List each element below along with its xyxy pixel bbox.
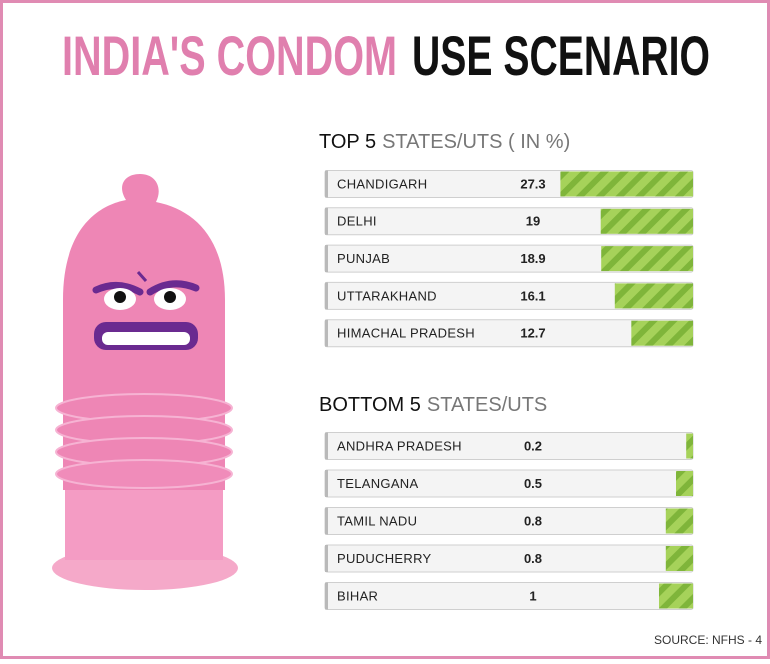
value-label: 27.3	[520, 176, 545, 191]
source: SOURCE: NFHS - 4	[654, 633, 762, 647]
value-label: 12.7	[520, 326, 545, 341]
value-label: 0.2	[524, 438, 542, 453]
row-shadow	[325, 507, 328, 535]
value-label: 0.8	[524, 551, 542, 566]
category-label: PUNJAB	[337, 251, 390, 266]
value-label: 0.8	[524, 513, 542, 528]
row-shadow	[325, 282, 328, 310]
row-shadow	[325, 170, 328, 198]
category-label: UTTARAKHAND	[337, 288, 437, 303]
category-label: HIMACHAL PRADESH	[337, 326, 475, 341]
section-title: BOTTOM 5 STATES/UTS	[319, 394, 547, 416]
category-label: BIHAR	[337, 588, 378, 603]
bar	[631, 320, 693, 346]
bar	[659, 583, 693, 609]
section-title-rest: STATES/UTS	[427, 394, 547, 416]
title: USE SCENARIO	[412, 24, 710, 87]
row-shadow	[325, 545, 328, 572]
bar	[560, 171, 693, 197]
bar	[665, 508, 693, 534]
value-label: 1	[529, 588, 536, 603]
section-title: TOP 5 STATES/UTS ( IN %)	[319, 131, 570, 153]
value-label: 0.5	[524, 476, 542, 491]
category-label: DELHI	[337, 214, 377, 229]
bar	[676, 471, 693, 496]
section-title-bold: TOP 5	[319, 131, 376, 153]
category-label: ANDHRA PRADESH	[337, 438, 462, 453]
row-background	[324, 582, 694, 610]
row-shadow	[325, 207, 328, 235]
bar	[686, 433, 693, 459]
mascot	[52, 174, 238, 590]
bar	[600, 208, 693, 234]
category-label: PUDUCHERRY	[337, 551, 432, 566]
category-label: CHANDIGARH	[337, 176, 427, 191]
bar	[614, 283, 693, 309]
row-shadow	[325, 432, 328, 460]
row-shadow	[325, 319, 328, 347]
value-label: 19	[526, 214, 540, 229]
value-label: 16.1	[520, 288, 545, 303]
title-accent: INDIA'S CONDOM	[62, 24, 397, 87]
value-label: 18.9	[520, 251, 545, 266]
section-title-rest: STATES/UTS ( IN %)	[382, 131, 570, 153]
bar	[601, 246, 693, 272]
bar	[665, 546, 693, 571]
row-shadow	[325, 470, 328, 497]
section-title-bold: BOTTOM 5	[319, 394, 421, 416]
row-shadow	[325, 582, 328, 610]
row-shadow	[325, 245, 328, 273]
category-label: TAMIL NADU	[337, 513, 417, 528]
category-label: TELANGANA	[337, 476, 418, 491]
